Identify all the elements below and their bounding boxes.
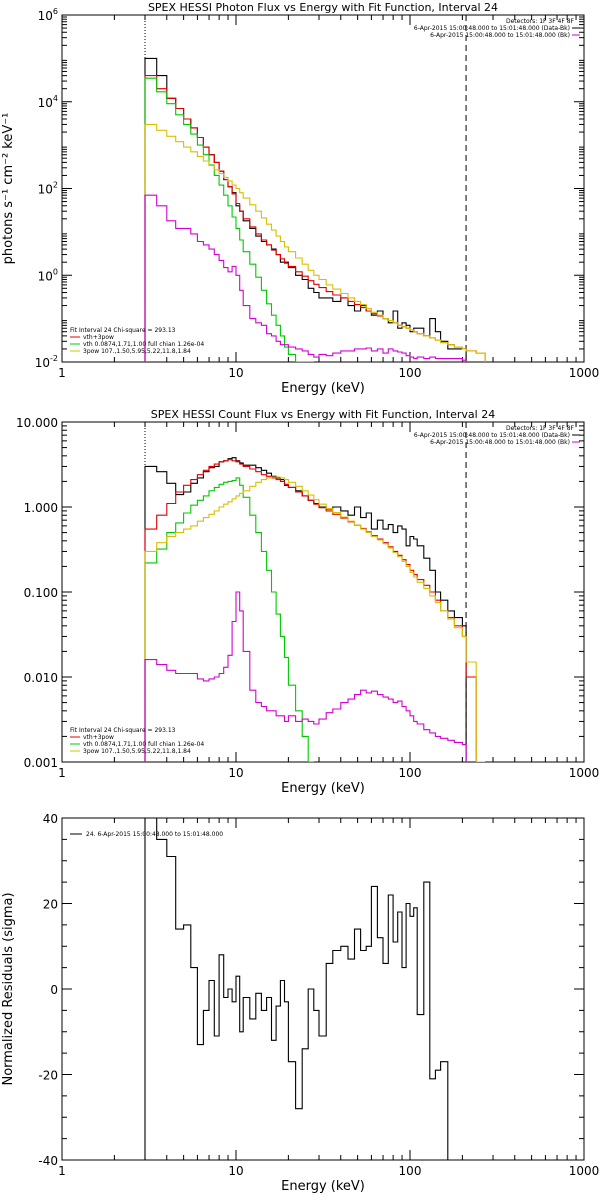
x-axis-label: Energy (keV) — [281, 781, 365, 796]
series-residuals — [144, 818, 455, 1160]
y-tick-label: 102 — [38, 181, 58, 197]
y-tick-label: 106 — [38, 7, 58, 23]
y-tick-label: -20 — [38, 1069, 58, 1083]
chart-title: SPEX HESSI Photon Flux vs Energy with Fi… — [148, 1, 498, 14]
x-tick-label: 1 — [58, 1164, 66, 1178]
x-tick-label: 1 — [58, 766, 66, 780]
y-tick-label: 40 — [43, 812, 58, 826]
x-axis-label: Energy (keV) — [281, 1179, 365, 1194]
series-vth — [144, 77, 314, 362]
x-tick-label: 10 — [228, 366, 243, 380]
y-axis-label: photons s⁻¹ cm⁻² keV⁻¹ — [1, 113, 16, 265]
x-tick-label: 100 — [399, 366, 422, 380]
legend-entry: 6-Apr-2015 15:00:48.000 to 15:01:48.000 … — [430, 439, 570, 446]
legend-entry: 24. 6-Apr-2015 15:00:48.000 to 15:01:48.… — [86, 831, 223, 838]
legend-entry: vth+3pow — [83, 334, 114, 341]
legend-entry: 3pow 107.,1.50,5.95,5.22,11.8,1.84 — [83, 348, 191, 355]
x-axis-label: Energy (keV) — [281, 381, 365, 396]
x-tick-label: 100 — [399, 766, 422, 780]
legend-entry: 6-Apr-2015 15:00:48.000 to 15:01:48.000 … — [430, 32, 570, 39]
plot-frame — [61, 14, 585, 363]
y-tick-label: 100 — [38, 267, 58, 283]
series-3pow — [144, 123, 486, 362]
y-tick-label: 104 — [38, 94, 58, 110]
legend-entry: vth 0.0874,1.71,1.00 full chian 1.26e-04 — [83, 741, 204, 748]
y-tick-label: 1.000 — [24, 501, 58, 515]
y-axis-label: Normalized Residuals (sigma) — [1, 892, 16, 1085]
series-3pow — [144, 476, 486, 762]
y-tick-label: -40 — [38, 1154, 58, 1168]
series-vth — [144, 477, 314, 762]
x-tick-label: 10 — [228, 1164, 243, 1178]
plot-frame — [61, 421, 585, 763]
legend-entry: 6-Apr-2015 15:00:48.000 to 15:01:48.000 … — [414, 432, 570, 439]
plot-frame — [61, 817, 585, 1161]
y-tick-label: 10-2 — [35, 354, 58, 370]
y-tick-label: 0.010 — [24, 671, 58, 685]
chart-panel-2: SPEX HESSI Count Flux vs Energy with Fit… — [16, 408, 599, 796]
series-data-bk — [144, 57, 467, 362]
x-tick-label: 1000 — [569, 366, 600, 380]
legend-detectors: Detectors: 1F 3F 4F 8F — [506, 425, 575, 432]
legend-fit-interval: Fit Interval 24 Chi-square = 293.13 — [70, 727, 176, 734]
x-tick-label: 1 — [58, 366, 66, 380]
legend-entry: 6-Apr-2015 15:00:48.000 to 15:01:48.000 … — [414, 25, 570, 32]
y-tick-label: 0 — [50, 983, 58, 997]
legend-entry: vth 0.0874,1.71,1.00 full chian 1.26e-04 — [83, 341, 204, 348]
x-tick-label: 1000 — [569, 1164, 600, 1178]
series-data-bk — [144, 457, 467, 762]
y-tick-label: 0.001 — [24, 756, 58, 770]
series-bk — [144, 194, 467, 362]
legend-detectors: Detectors: 1F 3F 4F 8F — [506, 18, 575, 25]
chart-panel-3: 1 10 100 1000 Energy (keV) -40 -20 0 20 40 Normali… — [1, 812, 599, 1194]
x-tick-label: 100 — [399, 1164, 422, 1178]
legend-fit-interval: Fit Interval 24 Chi-square = 293.13 — [70, 327, 176, 334]
chart-title: SPEX HESSI Count Flux vs Energy with Fit… — [151, 408, 495, 421]
x-tick-label: 1000 — [569, 766, 600, 780]
y-tick-label: 20 — [43, 898, 58, 912]
series-bk — [144, 591, 467, 762]
chart-panel-1: SPEX HESSI Photon Flux vs Energy with Fi… — [1, 1, 599, 396]
legend-entry: 3pow 107.,1.50,5.95,5.22,11.8,1.84 — [83, 748, 191, 755]
x-tick-label: 10 — [228, 766, 243, 780]
y-tick-label: 0.100 — [24, 586, 58, 600]
y-tick-label: 10.000 — [16, 416, 58, 430]
legend-entry: vth+3pow — [83, 734, 114, 741]
